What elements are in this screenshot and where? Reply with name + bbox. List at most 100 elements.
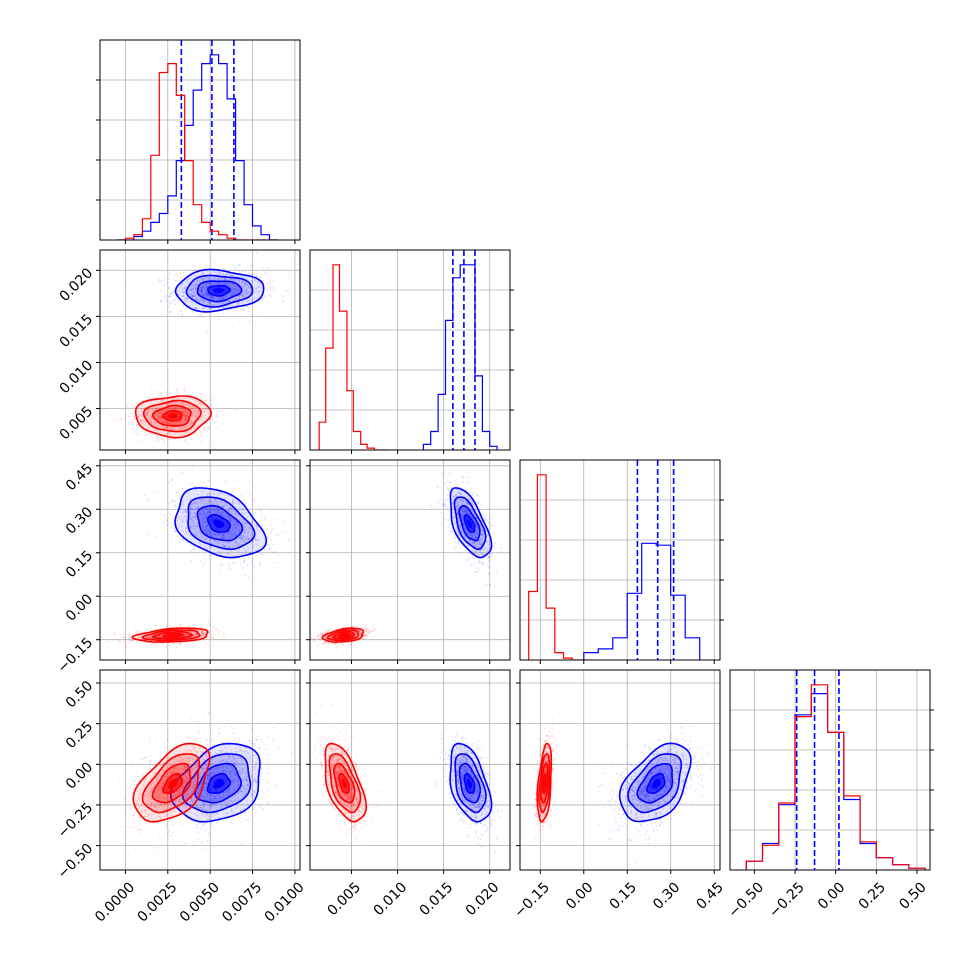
scatter-point [216, 283, 219, 285]
scatter-point [230, 279, 233, 281]
scatter-point [228, 516, 231, 518]
scatter-point [224, 274, 227, 277]
scatter-point [185, 280, 188, 283]
scatter-point [181, 402, 184, 405]
scatter-point [216, 278, 219, 281]
scatter-point [173, 427, 175, 430]
scatter-point [184, 415, 186, 418]
scatter-point [259, 286, 262, 289]
scatter-point [236, 522, 239, 525]
scatter-point [244, 290, 247, 293]
scatter-point [184, 428, 187, 430]
scatter-point [140, 415, 143, 418]
scatter-point [207, 479, 210, 482]
scatter-point [192, 285, 195, 288]
scatter-point [234, 289, 237, 291]
scatter-point [212, 534, 215, 536]
scatter-point [132, 406, 135, 408]
scatter-point [175, 491, 178, 494]
scatter-point [260, 519, 263, 521]
scatter-point [243, 522, 246, 525]
scatter-point [458, 541, 460, 543]
scatter-point [161, 421, 164, 424]
scatter-point [194, 288, 197, 291]
scatter-point [147, 411, 149, 414]
scatter-point [163, 422, 166, 425]
scatter-point [201, 426, 204, 429]
scatter-point [444, 499, 447, 502]
scatter-point [149, 443, 152, 446]
y-tick-label: −0.15 [55, 635, 97, 677]
scatter-point [131, 640, 134, 642]
scatter-point [472, 492, 474, 494]
scatter-point [158, 417, 161, 419]
scatter-point [229, 507, 232, 509]
scatter-point [147, 427, 150, 429]
scatter-point [203, 407, 206, 410]
scatter-point [238, 509, 241, 512]
scatter-point [208, 284, 211, 287]
scatter-point [206, 492, 209, 495]
scatter-point [206, 533, 209, 536]
scatter-point [169, 434, 172, 436]
scatter-point [156, 635, 159, 638]
scatter-point [244, 529, 246, 532]
scatter-point [212, 636, 215, 639]
scatter-point [146, 412, 148, 415]
scatter-point [218, 513, 221, 516]
scatter-point [281, 295, 284, 298]
scatter-point [485, 583, 488, 586]
scatter-point [140, 439, 143, 441]
scatter-point [205, 520, 208, 523]
scatter-point [242, 284, 245, 286]
scatter-point [175, 407, 178, 410]
scatter-point [194, 306, 197, 309]
scatter-point [236, 522, 239, 524]
y-tick-label: 0.015 [57, 311, 97, 351]
scatter-point [203, 400, 206, 403]
scatter-point [233, 290, 236, 292]
scatter-point [190, 419, 192, 422]
scatter-point [204, 515, 207, 518]
scatter-point [219, 564, 222, 567]
scatter-point [194, 551, 197, 554]
scatter-point [181, 283, 184, 286]
scatter-point [136, 424, 138, 426]
scatter-point [204, 512, 206, 515]
scatter-point [206, 507, 209, 510]
scatter-point [195, 635, 198, 637]
scatter-point [173, 384, 176, 387]
scatter-point [155, 422, 158, 425]
scatter-point [185, 519, 187, 521]
scatter-point [228, 273, 231, 276]
scatter-point [255, 524, 257, 527]
scatter-point [228, 563, 231, 565]
scatter-point [158, 417, 161, 420]
scatter-point [254, 291, 257, 293]
scatter-point [183, 633, 186, 636]
scatter-point [162, 421, 164, 423]
scatter-point [137, 417, 140, 420]
scatter-point [244, 281, 247, 284]
scatter-point [219, 573, 222, 575]
scatter-point [470, 564, 472, 566]
scatter-point [160, 392, 163, 395]
scatter-point [170, 501, 173, 504]
scatter-point [258, 291, 261, 293]
scatter-point [175, 625, 178, 628]
scatter-point [191, 507, 194, 510]
scatter-point [191, 294, 194, 297]
scatter-point [160, 412, 163, 415]
scatter-point [235, 562, 237, 564]
scatter-point [195, 307, 198, 309]
scatter-point [477, 560, 480, 562]
scatter-point [200, 291, 203, 293]
scatter-point [227, 284, 230, 287]
scatter-point [218, 552, 221, 554]
scatter-point [210, 532, 213, 535]
scatter-point [238, 263, 241, 266]
scatter-point [149, 628, 152, 630]
contour-line [206, 513, 232, 533]
scatter-point [223, 513, 226, 515]
scatter-point [266, 283, 268, 285]
